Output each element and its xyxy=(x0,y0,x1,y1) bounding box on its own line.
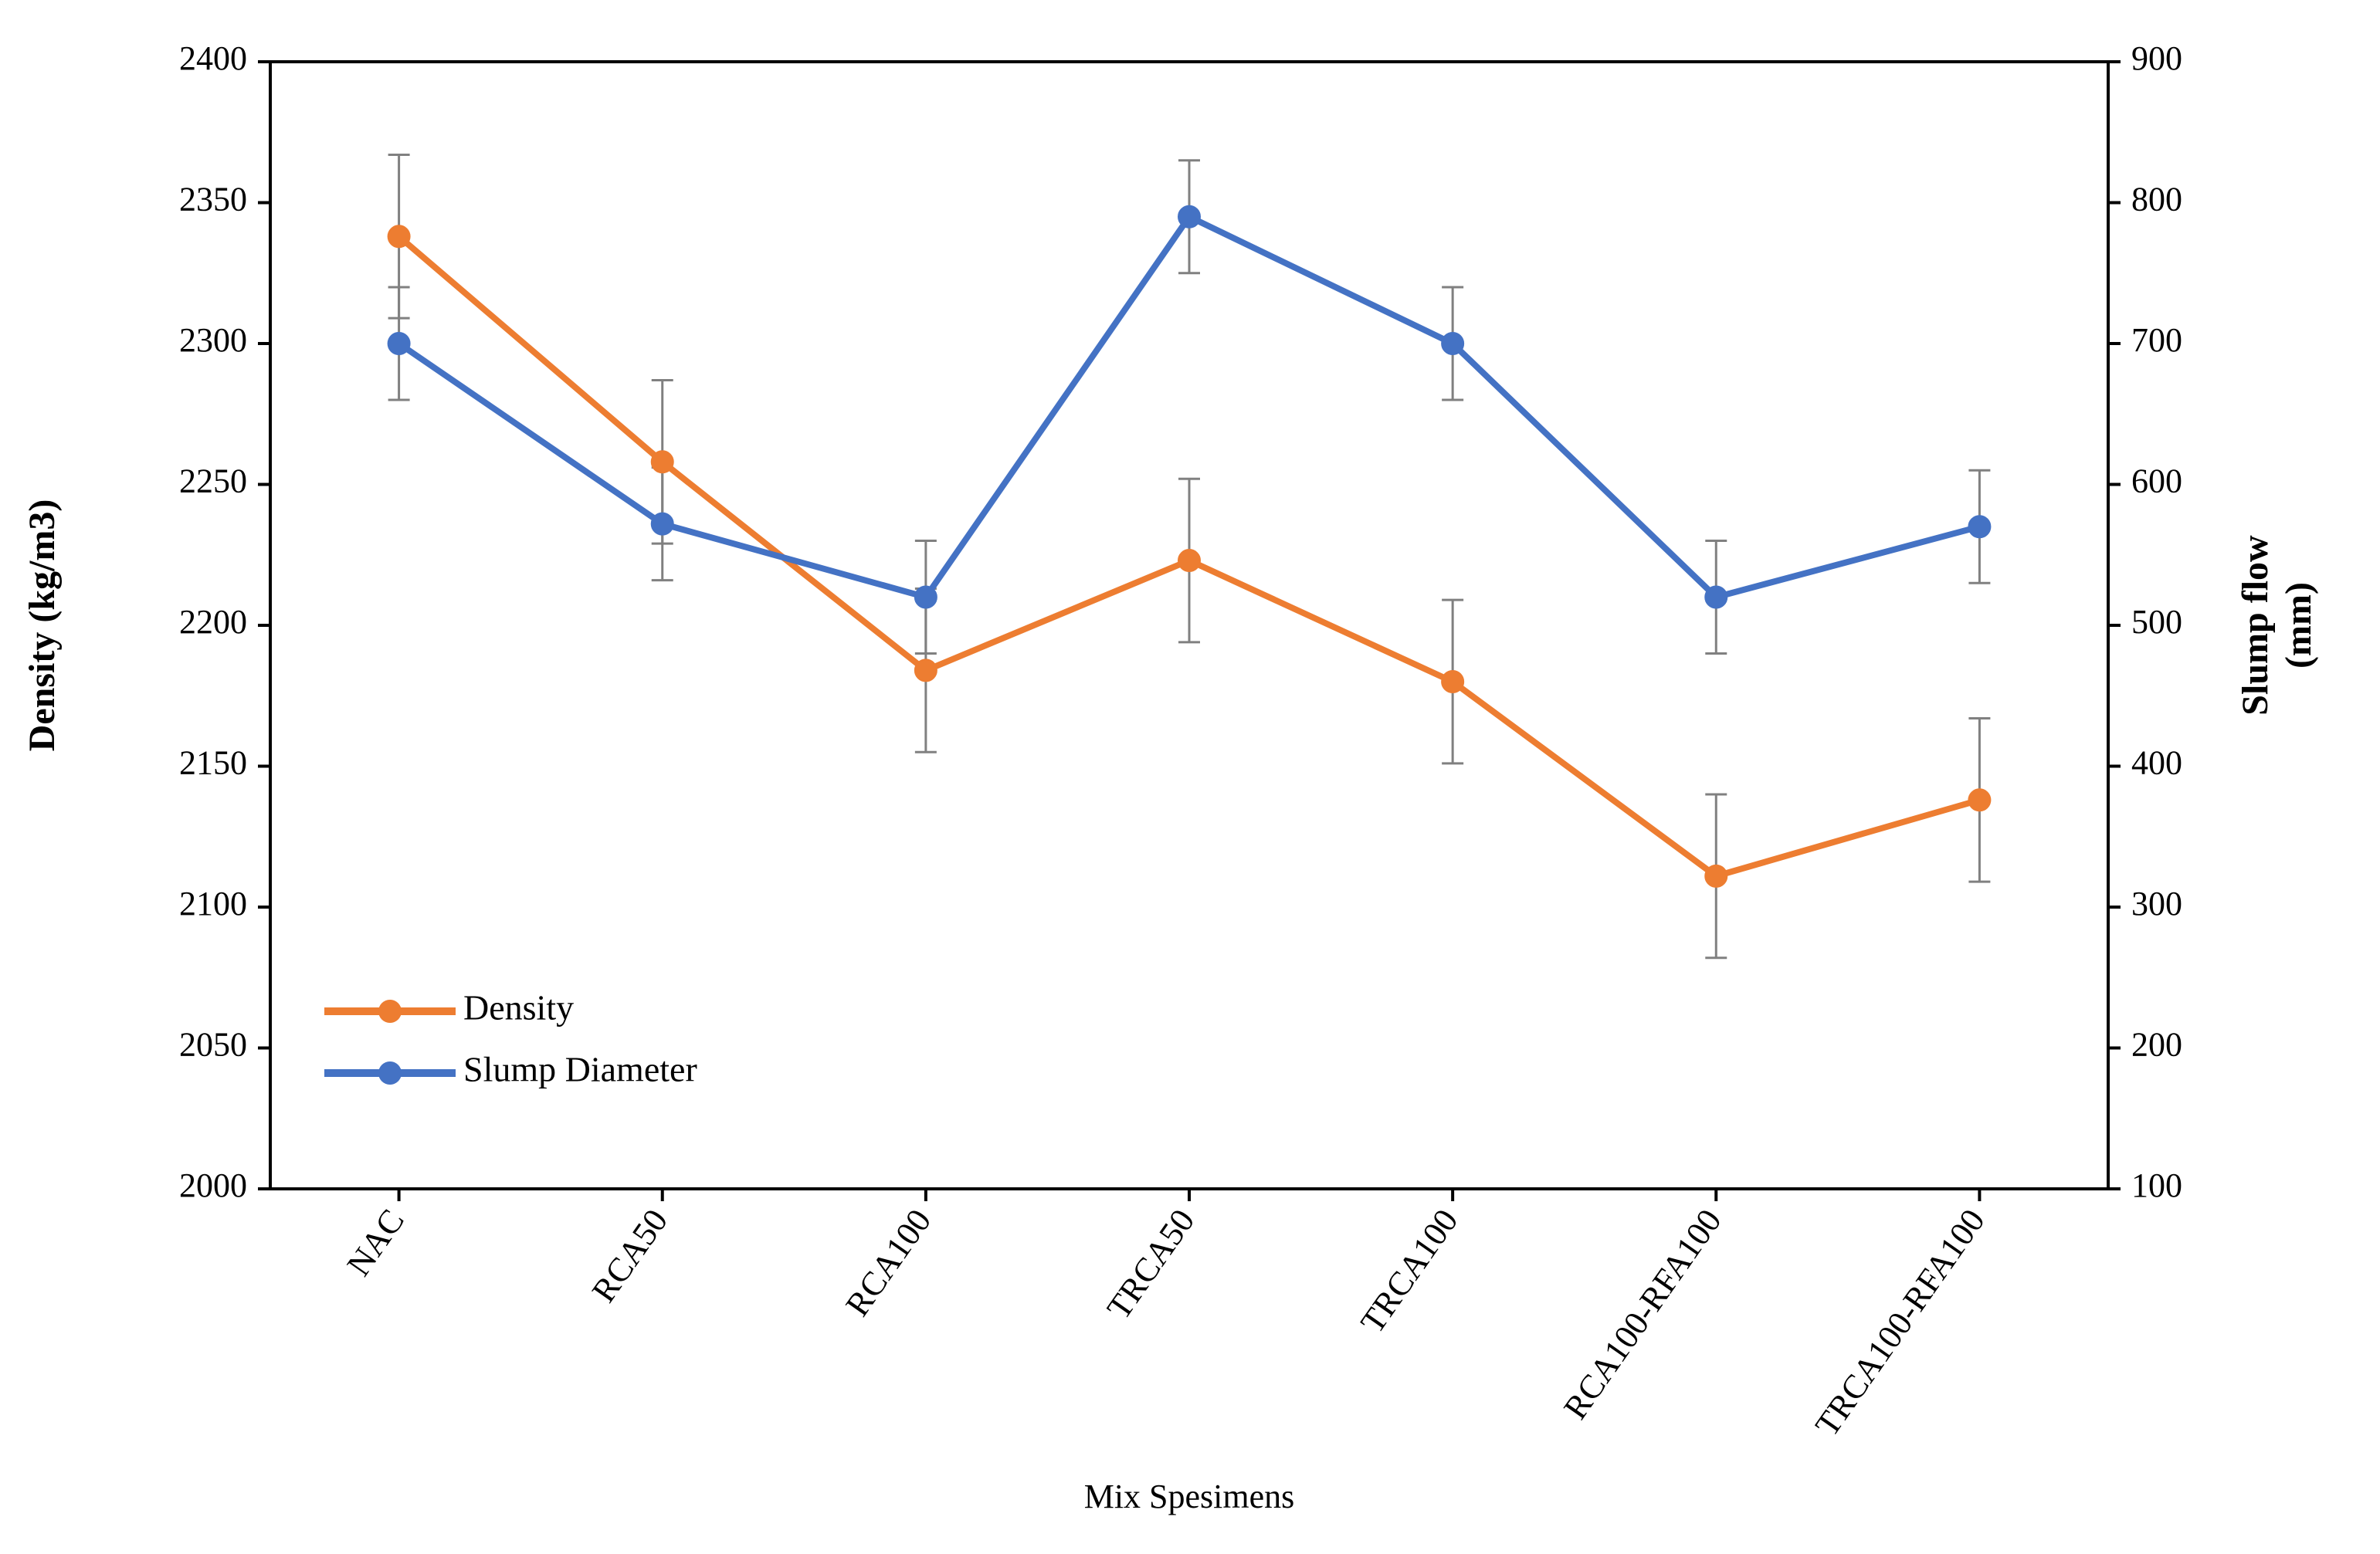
x-tick-label: RCA50 xyxy=(585,1202,675,1309)
x-tick-label: RCA100 xyxy=(838,1202,938,1322)
series-marker xyxy=(1178,550,1200,571)
legend-label: Density xyxy=(463,988,574,1028)
y-left-axis-label: Density (kg/m3) xyxy=(22,499,63,752)
y-right-axis-label-2: (mm) xyxy=(2278,582,2319,669)
y-right-tick-label: 900 xyxy=(2131,39,2182,77)
series-marker xyxy=(1705,865,1727,887)
y-left-tick-label: 2350 xyxy=(179,181,247,218)
y-left-tick-label: 2300 xyxy=(179,321,247,359)
x-tick-label: TRCA50 xyxy=(1100,1202,1202,1325)
y-right-axis-label-1: Slump flow xyxy=(2235,535,2276,716)
dual-axis-line-chart: 2000 2050 2100 2150 2200 2250 2300 2350 2400 100 2… xyxy=(0,0,2380,1554)
x-axis-label: Mix Spesimens xyxy=(1084,1478,1295,1515)
y-right-axis-label-group: Slump flow(mm) xyxy=(2235,535,2319,716)
y-right-tick-label: 600 xyxy=(2131,462,2182,500)
series-marker xyxy=(1442,333,1463,354)
y-right-tick-label: 300 xyxy=(2131,885,2182,923)
series-marker xyxy=(388,225,410,247)
legend-swatch-marker xyxy=(378,1061,402,1085)
series-marker xyxy=(1968,789,1990,811)
y-right-tick-label: 500 xyxy=(2131,603,2182,641)
series-marker xyxy=(652,451,673,472)
x-tick-label: TRCA100-RFA100 xyxy=(1808,1202,1992,1443)
y-right-tick-label: 400 xyxy=(2131,744,2182,782)
y-left-tick-label: 2150 xyxy=(179,744,247,782)
series-marker xyxy=(388,333,410,354)
y-right-tick-label: 800 xyxy=(2131,181,2182,218)
y-left-tick-label: 2200 xyxy=(179,603,247,641)
series-marker xyxy=(652,513,673,535)
legend-swatch-marker xyxy=(378,1000,402,1023)
y-left-tick-label: 2100 xyxy=(179,885,247,923)
y-left-tick-label: 2400 xyxy=(179,39,247,77)
x-tick-label: TRCA100 xyxy=(1353,1202,1465,1339)
series-marker xyxy=(1705,587,1727,608)
x-tick-label: NAC xyxy=(340,1202,412,1282)
y-right-tick-label: 100 xyxy=(2131,1166,2182,1204)
series-marker xyxy=(1178,206,1200,228)
x-tick-label: RCA100-RFA100 xyxy=(1556,1202,1728,1426)
chart-container: 2000 2050 2100 2150 2200 2250 2300 2350 2400 100 2… xyxy=(0,0,2380,1554)
legend-label: Slump Diameter xyxy=(463,1050,697,1089)
series-marker xyxy=(915,659,937,681)
series-marker xyxy=(1442,671,1463,692)
y-left-tick-label: 2050 xyxy=(179,1026,247,1064)
series-marker xyxy=(1968,516,1990,537)
series-marker xyxy=(915,587,937,608)
y-left-tick-label: 2000 xyxy=(179,1166,247,1204)
y-right-tick-label: 200 xyxy=(2131,1026,2182,1064)
y-left-tick-label: 2250 xyxy=(179,462,247,500)
y-right-tick-label: 700 xyxy=(2131,321,2182,359)
